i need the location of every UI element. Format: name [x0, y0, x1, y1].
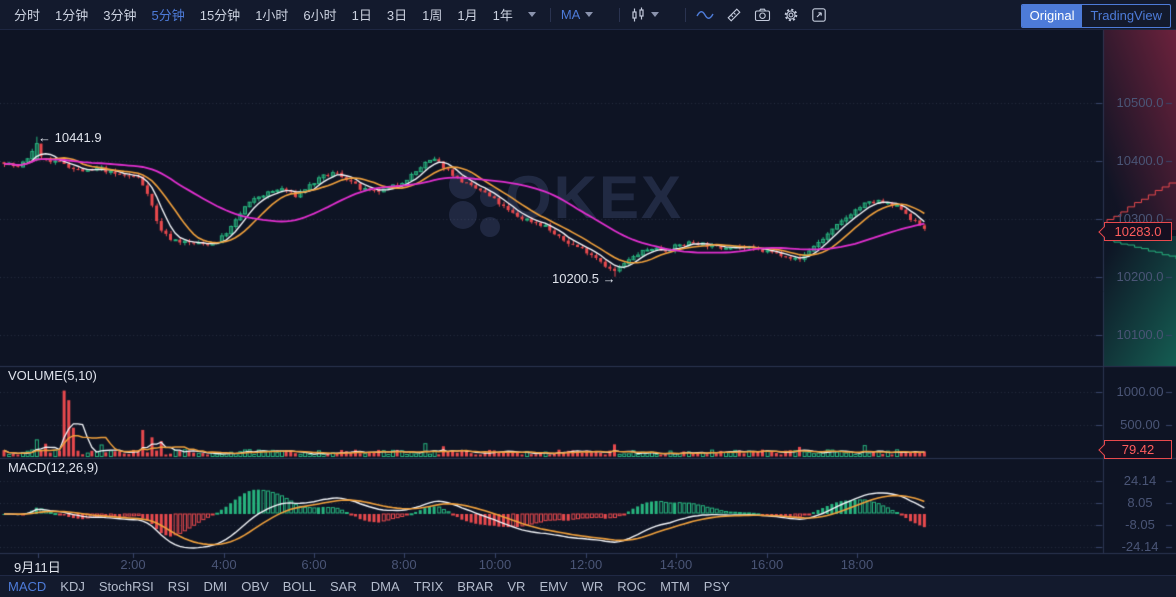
- interval-1小时[interactable]: 1小时: [255, 8, 289, 23]
- ma-indicator-dropdown[interactable]: MA: [561, 7, 598, 22]
- interval-3日[interactable]: 3日: [386, 8, 408, 23]
- chart-view-toggle: Original TradingView: [1020, 4, 1171, 28]
- tab-sar[interactable]: SAR: [330, 579, 357, 594]
- original-view-button[interactable]: Original: [1021, 5, 1083, 27]
- ruler-icon: [727, 7, 741, 22]
- interval-3分钟[interactable]: 3分钟: [103, 8, 137, 23]
- tab-roc[interactable]: ROC: [617, 579, 647, 594]
- last-price-badge: 10283.0: [1104, 222, 1172, 241]
- candle-style-dropdown[interactable]: [630, 7, 663, 23]
- tab-mtm[interactable]: MTM: [660, 579, 690, 594]
- tab-trix[interactable]: TRIX: [413, 579, 444, 594]
- interval-5分钟[interactable]: 5分钟: [151, 8, 185, 23]
- interval-6小时[interactable]: 6小时: [303, 8, 337, 23]
- tab-obv[interactable]: OBV: [241, 579, 269, 594]
- tab-wr[interactable]: WR: [581, 579, 604, 594]
- interval-1周[interactable]: 1周: [422, 8, 443, 23]
- indicator-tabs-bar: MACD KDJ StochRSI RSI DMI OBV BOLL SAR DMA TRIX BR…: [0, 575, 1176, 597]
- interval-分时[interactable]: 分时: [14, 8, 41, 23]
- interval-1年[interactable]: 1年: [492, 8, 513, 23]
- toolbar-separator: [685, 7, 687, 22]
- toolbar-separator: [619, 7, 621, 22]
- last-volume-badge: 79.42: [1104, 440, 1172, 459]
- line-chart-button[interactable]: [696, 7, 714, 23]
- tab-macd[interactable]: MACD: [8, 579, 47, 594]
- candlestick-icon: [632, 7, 644, 21]
- interval-group: 分时 1分钟 3分钟 5分钟 15分钟 1小时 6小时 1日 3日 1周 1月 1年: [14, 5, 528, 24]
- more-intervals-caret-icon[interactable]: [527, 12, 536, 17]
- snapshot-button[interactable]: [754, 7, 771, 23]
- interval-15分钟[interactable]: 15分钟: [199, 8, 241, 23]
- measure-button[interactable]: [726, 7, 742, 23]
- settings-button[interactable]: [783, 7, 799, 23]
- tab-vr[interactable]: VR: [507, 579, 526, 594]
- toolbar-separator: [549, 7, 551, 22]
- tab-stochrsi[interactable]: StochRSI: [98, 579, 154, 594]
- chart-toolbar: 分时 1分钟 3分钟 5分钟 15分钟 1小时 6小时 1日 3日 1周 1月 1年 MA: [0, 0, 1176, 30]
- tradingview-view-button[interactable]: TradingView: [1090, 8, 1162, 23]
- wave-line-icon: [696, 10, 714, 19]
- tab-kdj[interactable]: KDJ: [60, 579, 85, 594]
- tab-dma[interactable]: DMA: [370, 579, 400, 594]
- fullscreen-icon: [812, 7, 827, 22]
- interval-1日[interactable]: 1日: [351, 8, 372, 23]
- tab-brar[interactable]: BRAR: [457, 579, 494, 594]
- tab-emv[interactable]: EMV: [539, 579, 568, 594]
- tab-dmi[interactable]: DMI: [203, 579, 228, 594]
- camera-icon: [755, 8, 771, 21]
- tab-rsi[interactable]: RSI: [167, 579, 190, 594]
- fullscreen-button[interactable]: [811, 7, 827, 23]
- gear-icon: [785, 8, 798, 21]
- tab-boll[interactable]: BOLL: [282, 579, 316, 594]
- interval-1分钟[interactable]: 1分钟: [55, 8, 89, 23]
- tab-psy[interactable]: PSY: [703, 579, 730, 594]
- interval-1月[interactable]: 1月: [457, 8, 478, 23]
